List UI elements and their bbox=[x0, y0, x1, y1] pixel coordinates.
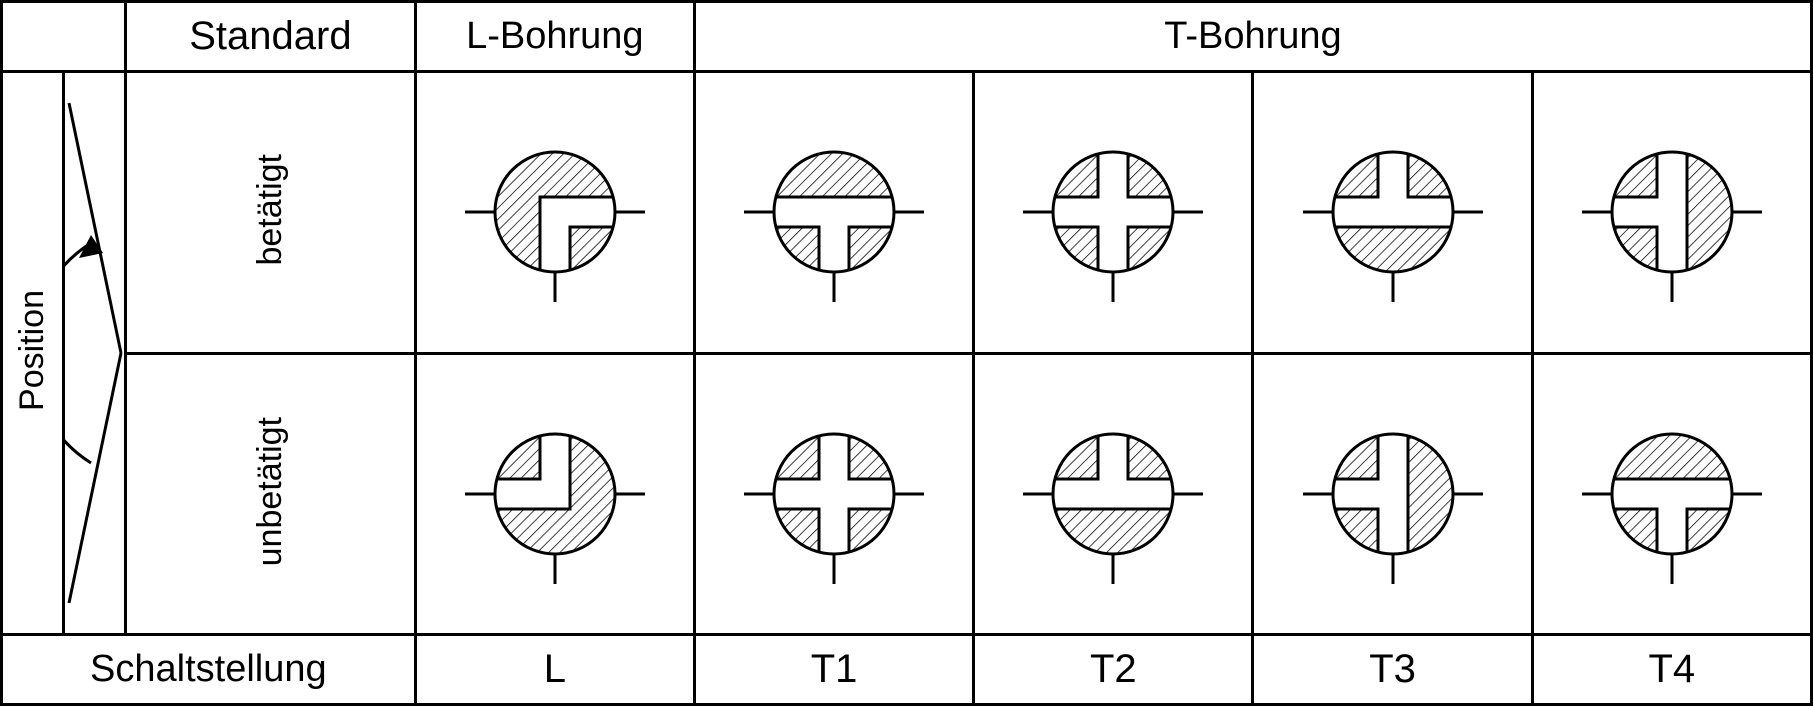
header-standard: Standard bbox=[126, 2, 416, 72]
symbol-T2-unactuated bbox=[974, 353, 1253, 635]
footer-T1: T1 bbox=[694, 635, 973, 705]
symbol-T4-actuated bbox=[1532, 72, 1811, 354]
symbol-T1-unactuated bbox=[694, 353, 973, 635]
label-actuated: betätigt bbox=[126, 72, 416, 354]
symbol-L-actuated bbox=[415, 72, 694, 354]
symbol-T2-actuated bbox=[974, 72, 1253, 354]
rotation-indicator-cell bbox=[64, 72, 126, 635]
symbol-T1-actuated bbox=[694, 72, 973, 354]
symbol-T3-actuated bbox=[1253, 72, 1532, 354]
symbol-T4-unactuated bbox=[1532, 353, 1811, 635]
footer-L: L bbox=[415, 635, 694, 705]
label-position: Position bbox=[2, 72, 64, 635]
header-l-bore: L-Bohrung bbox=[415, 2, 694, 72]
header-t-bore: T-Bohrung bbox=[694, 2, 1811, 72]
footer-switch-pos: Schaltstellung bbox=[2, 635, 416, 705]
label-unactuated: unbetätigt bbox=[126, 353, 416, 635]
footer-T3: T3 bbox=[1253, 635, 1532, 705]
symbol-T3-unactuated bbox=[1253, 353, 1532, 635]
valve-position-table: Standard L-Bohrung T-Bohrung Position be… bbox=[0, 0, 1813, 706]
symbol-L-unactuated bbox=[415, 353, 694, 635]
footer-T2: T2 bbox=[974, 635, 1253, 705]
footer-T4: T4 bbox=[1532, 635, 1811, 705]
